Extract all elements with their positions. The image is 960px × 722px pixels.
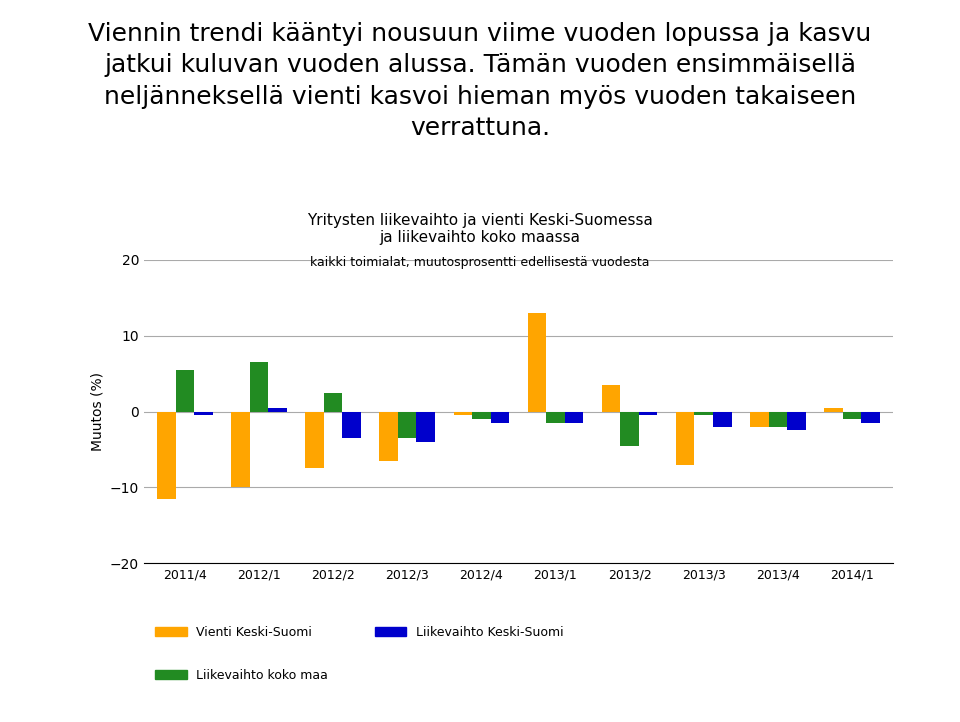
- Bar: [564, 412, 584, 423]
- Bar: [305, 412, 324, 469]
- Text: kaikki toimialat, muutosprosentti edellisestä vuodesta: kaikki toimialat, muutosprosentti edelli…: [310, 256, 650, 269]
- Bar: [176, 370, 194, 412]
- Y-axis label: Muutos (%): Muutos (%): [90, 372, 105, 451]
- Bar: [750, 412, 769, 427]
- Bar: [602, 385, 620, 412]
- Text: Yritysten liikevaihto ja vienti Keski-Suomessa
ja liikevaihto koko maassa: Yritysten liikevaihto ja vienti Keski-Su…: [307, 213, 653, 245]
- Bar: [713, 412, 732, 427]
- Bar: [694, 412, 713, 415]
- Bar: [398, 412, 417, 438]
- Legend: Vienti Keski-Suomi, Liikevaihto Keski-Suomi: Vienti Keski-Suomi, Liikevaihto Keski-Su…: [151, 620, 568, 643]
- Bar: [250, 362, 268, 412]
- Text: Viennin trendi kääntyi nousuun viime vuoden lopussa ja kasvu
jatkui kuluvan vuod: Viennin trendi kääntyi nousuun viime vuo…: [88, 22, 872, 141]
- Bar: [769, 412, 787, 427]
- Bar: [157, 412, 176, 499]
- Bar: [343, 412, 361, 438]
- Bar: [268, 408, 287, 412]
- Bar: [528, 313, 546, 412]
- Bar: [194, 412, 212, 415]
- Bar: [472, 412, 491, 419]
- Bar: [787, 412, 805, 430]
- Bar: [379, 412, 398, 461]
- Bar: [638, 412, 658, 415]
- Bar: [861, 412, 879, 423]
- Bar: [620, 412, 638, 445]
- Bar: [546, 412, 564, 423]
- Bar: [324, 393, 343, 412]
- Bar: [491, 412, 509, 423]
- Bar: [825, 408, 843, 412]
- Bar: [843, 412, 861, 419]
- Legend: Liikevaihto koko maa: Liikevaihto koko maa: [151, 664, 333, 687]
- Bar: [453, 412, 472, 415]
- Bar: [676, 412, 694, 465]
- Bar: [231, 412, 250, 487]
- Bar: [417, 412, 435, 442]
